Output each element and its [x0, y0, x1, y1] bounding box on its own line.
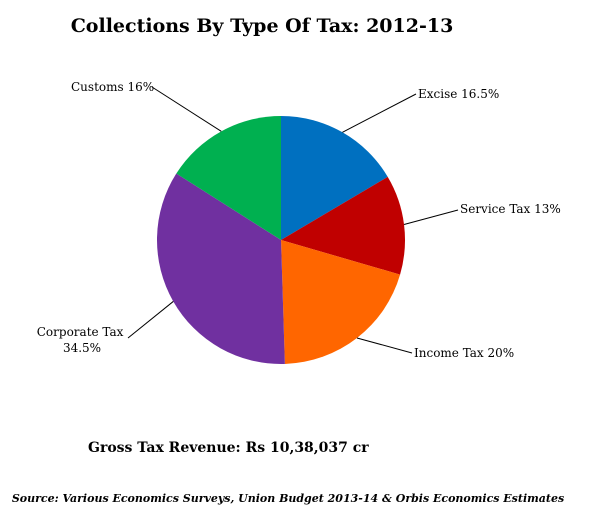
leader-line-customs	[151, 86, 222, 132]
leader-lines	[127, 86, 459, 354]
slice-label-customs: Customs 16%	[71, 80, 154, 94]
pie-slice-service-tax	[281, 176, 406, 275]
pie-slice-excise	[281, 116, 388, 240]
leader-line-corporate-tax	[127, 301, 174, 339]
leader-line-income-tax	[356, 337, 413, 354]
gross-tax-revenue: Gross Tax Revenue: Rs 10,38,037 cr	[88, 440, 369, 456]
pie-slice-customs	[176, 116, 281, 240]
leader-line-service-tax	[403, 209, 459, 225]
slice-label-service-tax: Service Tax 13%	[460, 202, 561, 216]
source-note: Source: Various Economics Surveys, Union…	[12, 492, 564, 505]
pie-slice-corporate-tax	[156, 173, 285, 365]
slice-label-corporate-tax-line1: Corporate Tax	[37, 325, 124, 339]
chart-title: Collections By Type Of Tax: 2012-13	[71, 15, 454, 37]
pie-slice-income-tax	[281, 240, 401, 364]
leader-line-excise	[342, 93, 417, 133]
slice-label-corporate-tax: Corporate Tax 34.5%	[37, 325, 128, 355]
slice-label-excise: Excise 16.5%	[418, 87, 499, 101]
slice-label-income-tax: Income Tax 20%	[414, 346, 514, 360]
pie-slices	[156, 116, 406, 365]
slice-label-corporate-tax-line2: 34.5%	[63, 341, 101, 355]
